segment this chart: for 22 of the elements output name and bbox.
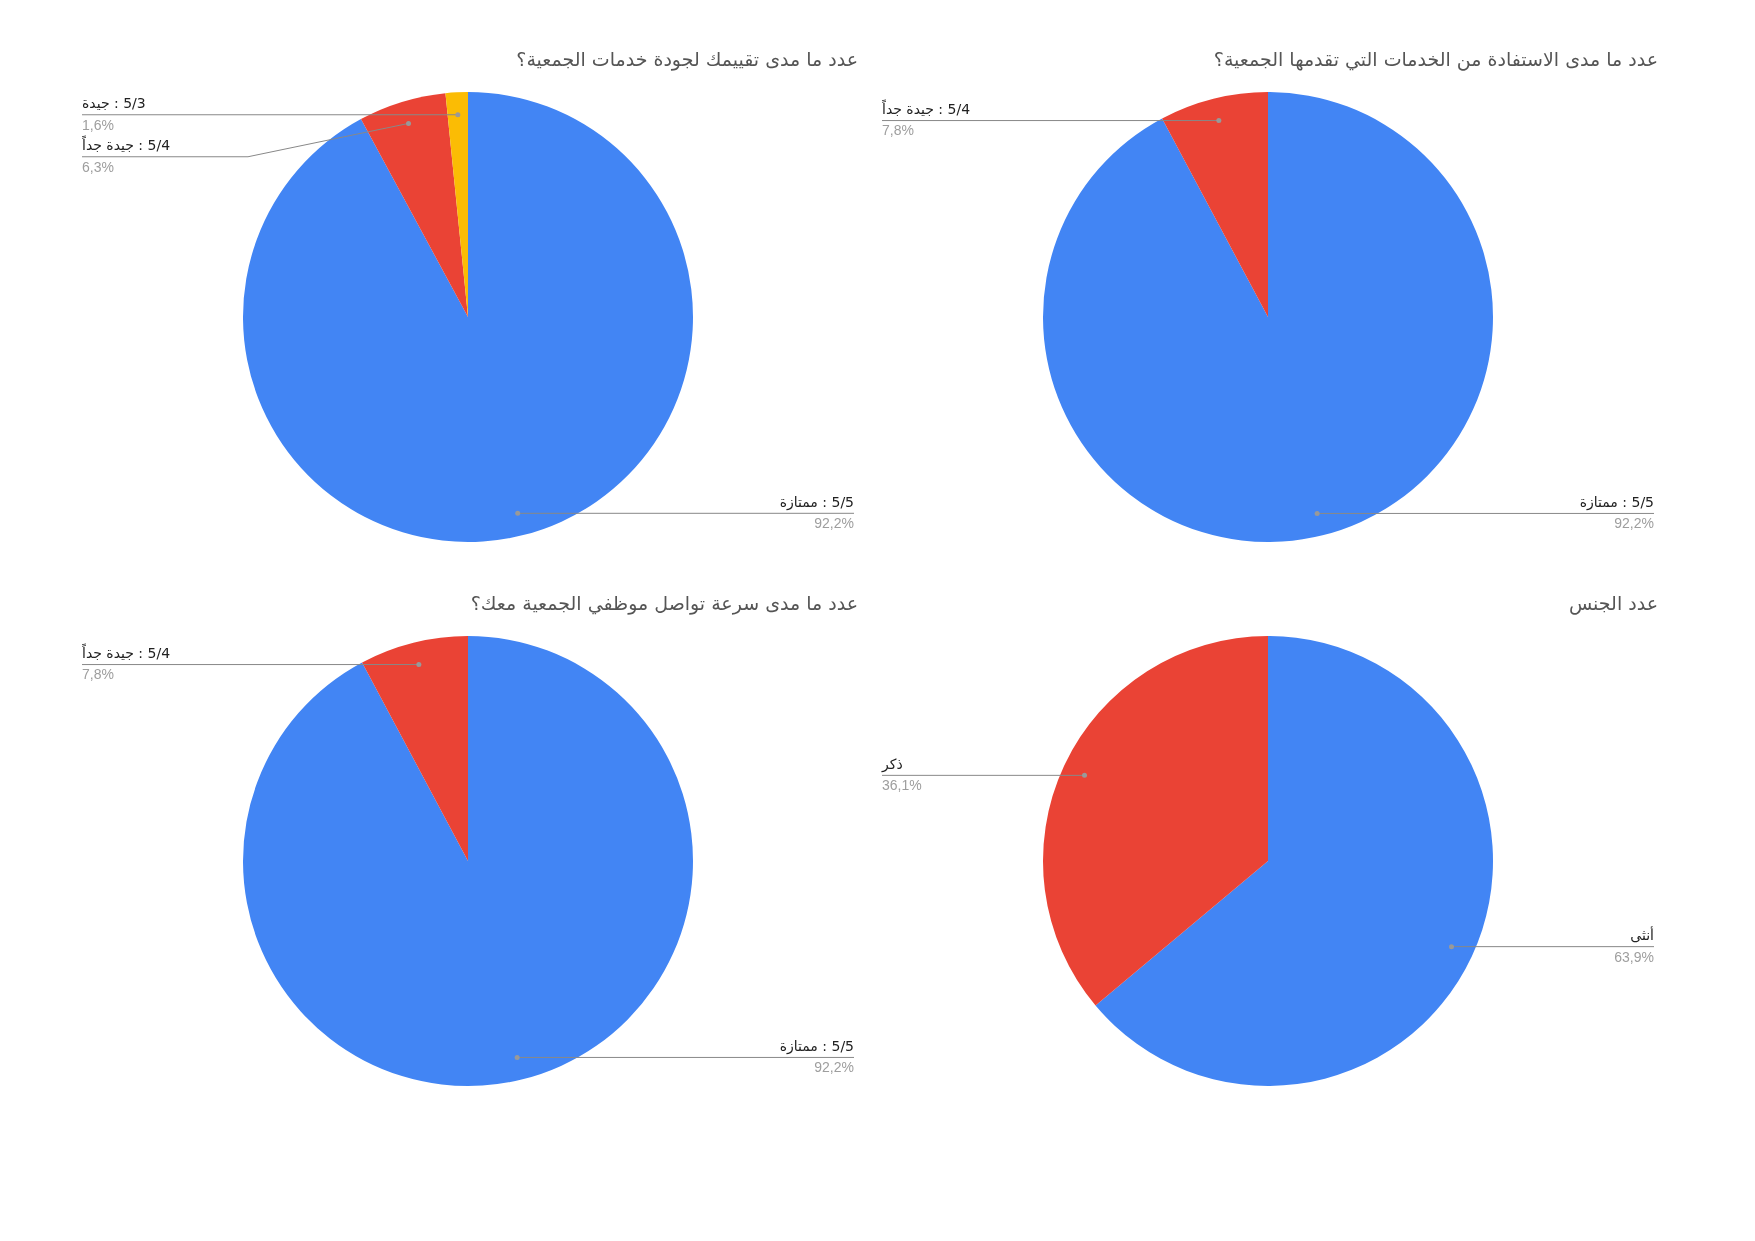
data-label: 92,2% [1614,515,1654,532]
slice-label: 5/4 : جيدة جداً [81,643,171,662]
slice-label: ذكر [881,756,903,773]
data-label: 92,2% [814,1059,854,1076]
slice-label: 5/5 : ممتازة [779,1038,854,1056]
slice-label: أنثى [1630,926,1655,944]
slice-label: 5/3 : جيدة [82,95,146,112]
data-label: 63,9% [1614,948,1654,965]
data-label: 36,1% [882,777,922,794]
chart-title: عدد الجنس [1567,592,1658,617]
data-label: 6,3% [82,158,114,175]
slice-label: 5/4 : جيدة جداً [881,99,971,118]
data-label: 7,8% [82,666,114,683]
slice-label: 5/4 : جيدة جداً [81,135,171,154]
chart-title: عدد ما مدى سرعة تواصل موظفي الجمعية معك؟ [469,592,858,617]
data-label: 1,6% [82,116,114,133]
data-label: 7,8% [882,122,914,139]
slice-label: 5/5 : ممتازة [1579,494,1654,512]
chart-title: عدد ما مدى تقييمك لجودة خدمات الجمعية؟ [515,48,858,73]
data-label: 92,2% [814,515,854,532]
chart-title: عدد ما مدى الاستفادة من الخدمات التي تقدمها الجمعية؟ [1212,48,1658,73]
slice-label: 5/5 : ممتازة [779,493,854,511]
